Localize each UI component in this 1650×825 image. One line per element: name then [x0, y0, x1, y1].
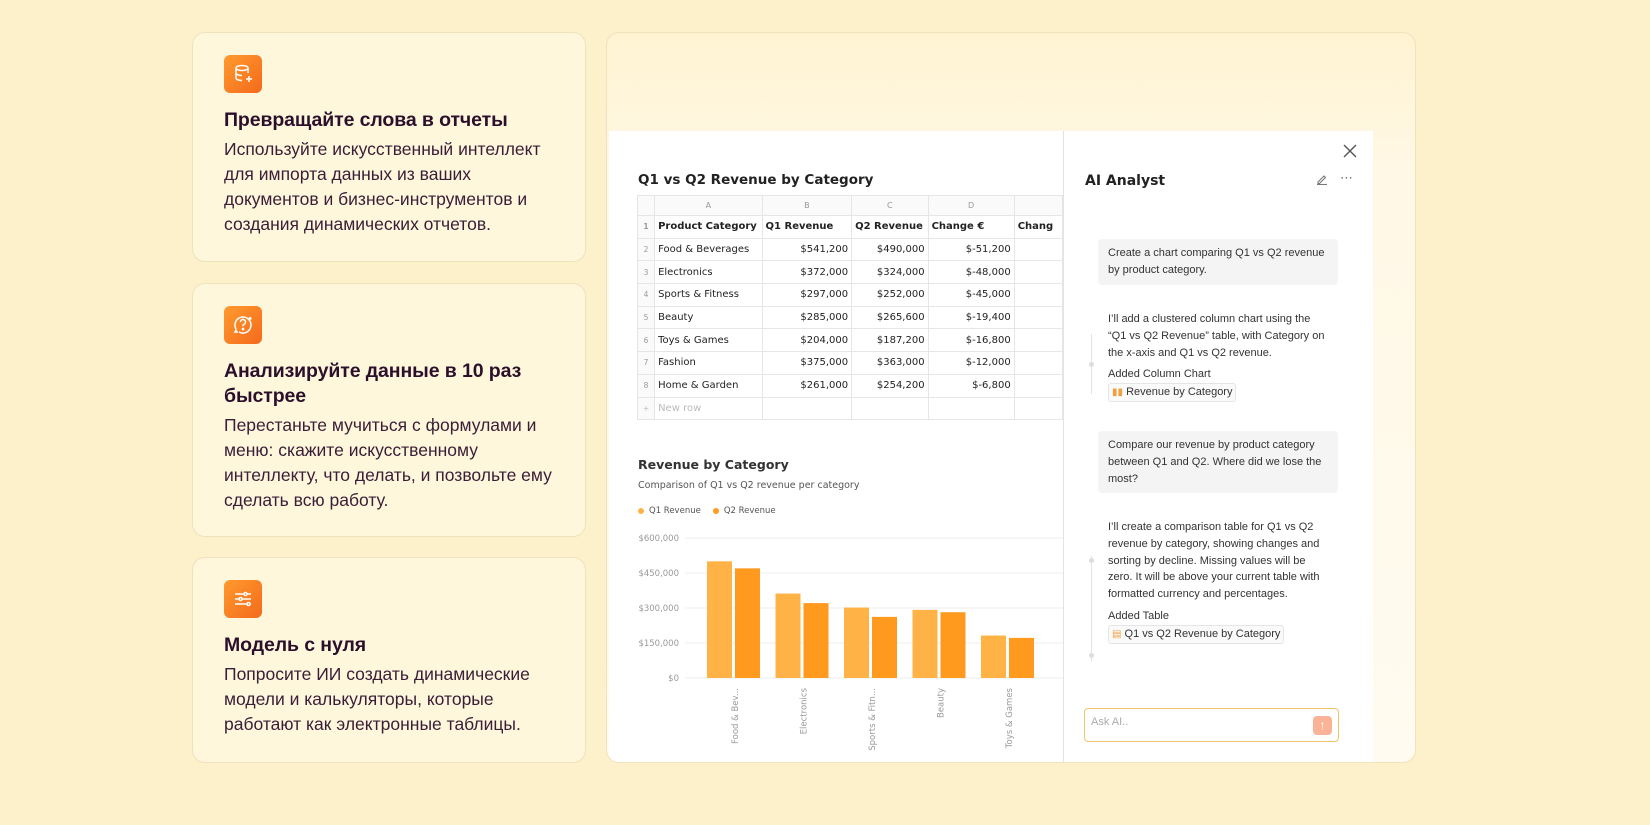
table-row: 2 Food & Beverages $541,200 $490,000 $-51,20…	[636, 237, 1063, 262]
y-tick-label: $150,000	[638, 639, 679, 649]
rail-dot	[1089, 653, 1094, 658]
edit-icon[interactable]	[1316, 173, 1328, 188]
message-rail	[1089, 334, 1094, 394]
x-tick-label: Sports & Fitn...	[868, 688, 878, 751]
card-text: Попросите ИИ создать динамические модели…	[224, 664, 530, 734]
message-rail	[1089, 556, 1094, 661]
table-icon: ▤	[1112, 628, 1122, 640]
bar-q2	[940, 612, 966, 678]
table-row: 4 Sports & Fitness $297,000 $252,000 $-45,00…	[636, 283, 1063, 307]
column-letters-row: A B C D	[636, 195, 1063, 216]
send-arrow-icon[interactable]: ↑	[1313, 716, 1332, 735]
chart-chip[interactable]: ▮▮ Revenue by Category	[1108, 383, 1237, 403]
table-cell[interactable]: $252,000	[851, 283, 929, 307]
rail-dot	[1089, 362, 1094, 367]
bar-q1	[981, 635, 1006, 678]
app-preview-panel: Q1 vs Q2 Revenue by Category A B C D 1 P…	[606, 32, 1416, 763]
assistant-text: I’ll add a clustered column chart using …	[1108, 313, 1325, 359]
question-sparkle-icon	[224, 306, 262, 344]
y-tick-label: $600,000	[638, 534, 679, 544]
added-prefix: Added Table	[1108, 609, 1169, 622]
data-table[interactable]: A B C D 1 Product Category Q1 Revenue Q2…	[636, 195, 1063, 421]
ask-ai-input[interactable]	[1091, 716, 1291, 728]
rail-dot	[1089, 558, 1094, 563]
chart-subtitle: Comparison of Q1 vs Q2 revenue per categ…	[638, 480, 860, 491]
added-item: Added Table ▤ Q1 vs Q2 Revenue by Catego…	[1108, 608, 1328, 644]
y-tick-label: $300,000	[638, 604, 679, 614]
card-text: Перестаньте мучиться с формулами и меню:…	[224, 415, 552, 510]
new-row-label[interactable]: New row	[654, 396, 763, 421]
database-plus-icon	[224, 55, 262, 93]
added-prefix: Added Column Chart	[1108, 368, 1211, 381]
feature-card-reports: Превращайте слова в отчеты Используйте и…	[192, 32, 586, 262]
x-tick-label: Beauty	[937, 688, 947, 718]
ai-analyst-panel: AI Analyst ⋯ Create a chart comparing Q1…	[1063, 131, 1373, 762]
card-text: Используйте искусственный интеллект для …	[224, 139, 541, 234]
table-chip[interactable]: ▤ Q1 vs Q2 Revenue by Category	[1108, 624, 1285, 644]
bar-q2	[803, 603, 829, 678]
more-options-icon[interactable]: ⋯	[1340, 170, 1353, 185]
table-row: 3 Electronics $372,000 $324,000 $-48,000	[636, 260, 1063, 285]
chart-title: Revenue by Category	[638, 457, 789, 472]
user-message: Compare our revenue by product category …	[1098, 431, 1338, 494]
feature-card-analyze: Анализируйте данные в 10 раз быстрее Пер…	[192, 283, 586, 537]
empty-cell	[851, 396, 929, 421]
x-tick-label: Toys & Games	[1005, 687, 1015, 749]
new-row[interactable]: + New row	[636, 396, 1063, 421]
legend-dot	[638, 507, 644, 514]
corner-cell	[636, 195, 656, 216]
table-row: 7 Fashion $375,000 $363,000 $-12,000	[636, 351, 1063, 375]
row-number: 3	[636, 260, 656, 285]
ai-panel-toolbar: ⋯	[1316, 170, 1353, 188]
card-title: Анализируйте данные в 10 раз быстрее	[224, 360, 522, 407]
x-tick-label: Food & Bev...	[731, 688, 741, 744]
user-message: Create a chart comparing Q1 vs Q2 revenu…	[1098, 239, 1338, 285]
y-tick-label: $0	[668, 674, 679, 684]
column-letter[interactable]: C	[851, 195, 929, 216]
feature-card-model: Модель с нуля Попросите ИИ создать динам…	[192, 557, 586, 763]
card-title: Превращайте слова в отчеты	[224, 109, 508, 131]
x-tick-label: Electronics	[800, 687, 810, 734]
table-row: 6 Toys & Games $204,000 $187,200 $-16,800	[636, 328, 1063, 353]
assistant-message: I’ll add a clustered column chart using …	[1098, 311, 1338, 403]
row-number: 7	[636, 351, 656, 375]
spreadsheet-canvas[interactable]: Q1 vs Q2 Revenue by Category A B C D 1 P…	[609, 131, 1063, 763]
legend-dot	[712, 507, 719, 514]
sliders-icon	[224, 580, 262, 618]
legend-label: Q1 Revenue	[649, 506, 701, 516]
ask-ai-box: ↑	[1084, 708, 1339, 742]
assistant-message: I’ll create a comparison table for Q1 vs…	[1098, 519, 1338, 644]
ai-panel-title: AI Analyst	[1085, 173, 1166, 189]
legend-item-q1: Q1 Revenue	[638, 506, 701, 516]
row-number: 4	[636, 283, 656, 307]
bar-q1	[775, 593, 801, 678]
bar-chart-icon: ▮▮	[1112, 387, 1124, 399]
bar-q1	[707, 561, 732, 678]
bar-q1	[912, 609, 938, 678]
y-tick-label: $450,000	[638, 569, 679, 579]
close-icon[interactable]	[1341, 143, 1359, 161]
bar-q2	[1009, 637, 1034, 678]
row-number: 2	[636, 237, 656, 262]
chip-label: Revenue by Category	[1126, 386, 1233, 399]
column-letter[interactable]: D	[927, 195, 1015, 216]
revenue-bar-chart[interactable]: $0 $150,000 $300,000 $450,000 $600,000 Food &…	[609, 131, 1063, 763]
bar-q2	[872, 616, 897, 678]
table-title: Q1 vs Q2 Revenue by Category	[638, 172, 874, 188]
added-item: Added Column Chart ▮▮ Revenue by Categor…	[1108, 366, 1328, 403]
assistant-text: I’ll create a comparison table for Q1 vs…	[1108, 521, 1320, 601]
bar-q2	[735, 568, 760, 678]
legend-item-q2: Q2 Revenue	[712, 506, 776, 516]
chart-legend: Q1 Revenue Q2 Revenue	[638, 506, 776, 516]
empty-cell	[1013, 396, 1063, 421]
legend-label: Q2 Revenue	[723, 506, 776, 516]
row-number: +	[636, 396, 656, 421]
column-letter[interactable]: A	[654, 195, 763, 216]
card-title: Модель с нуля	[224, 634, 367, 656]
chip-label: Q1 vs Q2 Revenue by Category	[1124, 627, 1281, 640]
column-letter[interactable]	[1013, 195, 1063, 216]
bar-q1	[844, 607, 869, 678]
